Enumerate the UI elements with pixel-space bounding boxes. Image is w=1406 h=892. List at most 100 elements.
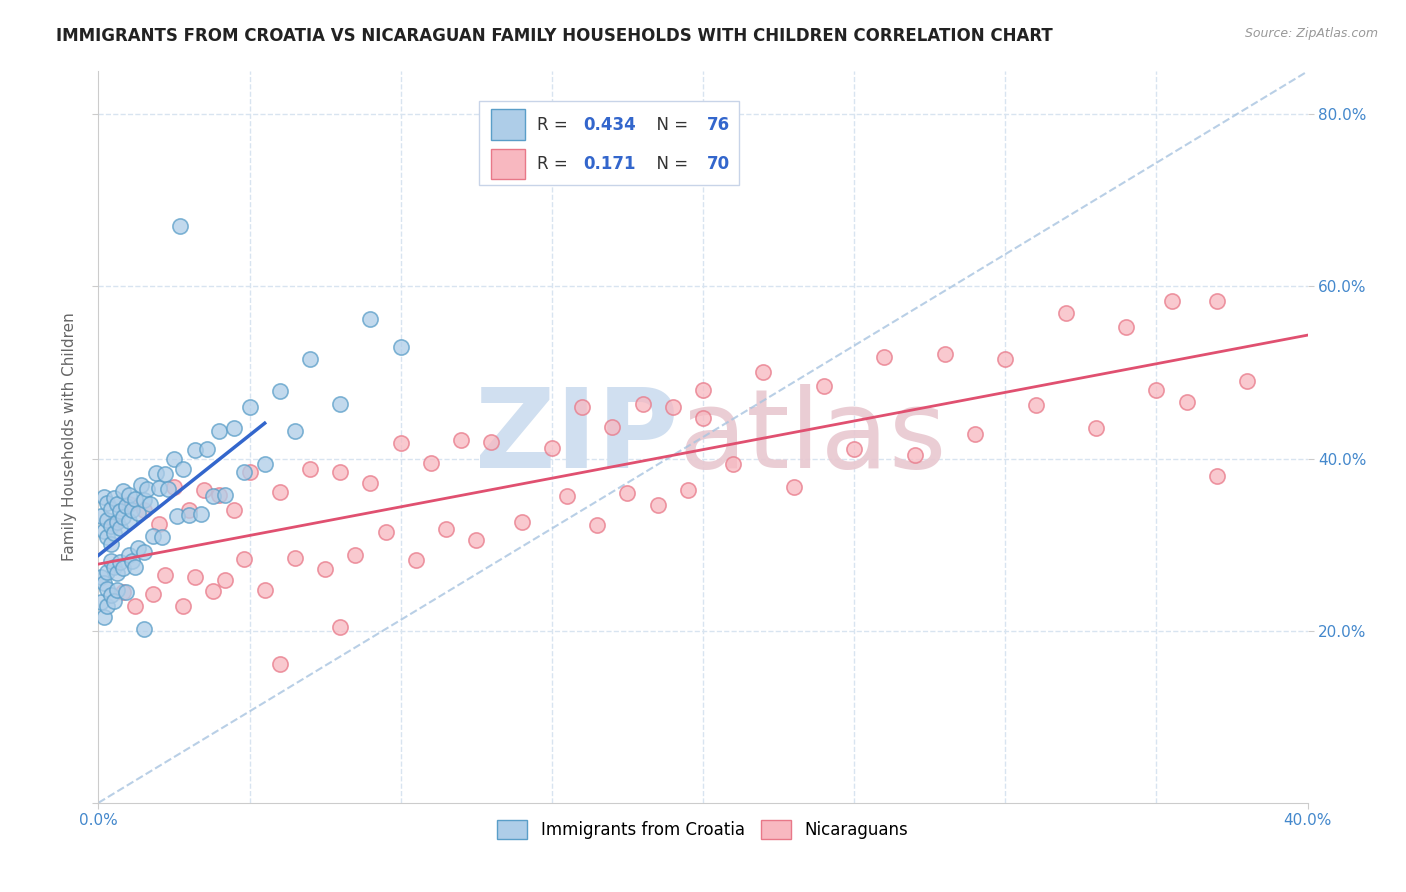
Point bbox=[100, 588, 122, 602]
Point bbox=[844, 442, 866, 456]
Point bbox=[208, 488, 231, 502]
Point bbox=[389, 435, 412, 450]
Point bbox=[904, 448, 927, 462]
Point bbox=[692, 411, 714, 425]
Text: 70: 70 bbox=[707, 155, 730, 173]
Point bbox=[166, 509, 188, 524]
Point bbox=[1175, 394, 1198, 409]
Text: N =: N = bbox=[647, 116, 693, 134]
Point bbox=[118, 514, 141, 528]
Point bbox=[103, 491, 125, 505]
Legend: Immigrants from Croatia, Nicaraguans: Immigrants from Croatia, Nicaraguans bbox=[491, 814, 915, 846]
Text: IMMIGRANTS FROM CROATIA VS NICARAGUAN FAMILY HOUSEHOLDS WITH CHILDREN CORRELATIO: IMMIGRANTS FROM CROATIA VS NICARAGUAN FA… bbox=[56, 27, 1053, 45]
Point bbox=[96, 530, 118, 544]
Point bbox=[93, 610, 115, 624]
Point bbox=[1085, 421, 1108, 435]
Point bbox=[114, 499, 136, 513]
Point bbox=[150, 530, 173, 544]
Point bbox=[100, 519, 122, 533]
Point bbox=[586, 518, 609, 533]
Point bbox=[105, 583, 128, 598]
Point bbox=[647, 498, 669, 512]
Point bbox=[179, 502, 201, 516]
Point bbox=[132, 503, 155, 517]
Point bbox=[269, 485, 291, 500]
Point bbox=[232, 552, 254, 566]
Point bbox=[1206, 468, 1229, 483]
Point bbox=[103, 517, 125, 532]
Point bbox=[253, 582, 276, 597]
Point bbox=[360, 312, 382, 326]
Point bbox=[132, 544, 155, 558]
Point bbox=[90, 595, 112, 609]
Point bbox=[224, 420, 246, 434]
Point bbox=[329, 619, 352, 633]
Text: R =: R = bbox=[537, 116, 574, 134]
Point bbox=[90, 569, 112, 583]
Point bbox=[1115, 320, 1137, 334]
Point bbox=[108, 521, 131, 535]
Point bbox=[1054, 306, 1077, 320]
Point bbox=[163, 451, 186, 466]
Point bbox=[224, 502, 246, 516]
Point bbox=[783, 480, 806, 494]
Point bbox=[121, 554, 143, 568]
Point bbox=[172, 461, 194, 475]
Point bbox=[481, 435, 503, 450]
Point bbox=[284, 424, 307, 438]
Point bbox=[100, 502, 122, 516]
Point bbox=[129, 478, 152, 492]
Point bbox=[145, 466, 167, 480]
Point bbox=[465, 533, 488, 547]
Point bbox=[1236, 374, 1258, 388]
Point bbox=[111, 483, 134, 498]
Point bbox=[195, 442, 218, 457]
Text: Source: ZipAtlas.com: Source: ZipAtlas.com bbox=[1244, 27, 1378, 40]
Text: R =: R = bbox=[537, 155, 579, 173]
Point bbox=[124, 560, 146, 574]
Text: N =: N = bbox=[647, 155, 693, 173]
Text: 76: 76 bbox=[707, 116, 730, 134]
Point bbox=[360, 476, 382, 491]
Point bbox=[96, 565, 118, 579]
Point bbox=[329, 396, 352, 410]
Point bbox=[813, 379, 835, 393]
Point bbox=[105, 515, 128, 529]
Point bbox=[208, 424, 231, 438]
Point bbox=[103, 525, 125, 540]
Point bbox=[374, 524, 396, 539]
Point bbox=[253, 457, 276, 471]
Point bbox=[172, 599, 194, 613]
Point bbox=[661, 400, 683, 414]
Point bbox=[190, 508, 212, 522]
Point bbox=[184, 443, 207, 458]
Point bbox=[93, 490, 115, 504]
Point bbox=[269, 384, 291, 399]
Point bbox=[752, 365, 775, 379]
Point bbox=[121, 502, 143, 516]
Point bbox=[108, 555, 131, 569]
Point bbox=[631, 397, 654, 411]
Point bbox=[434, 522, 457, 536]
Point bbox=[214, 573, 236, 587]
Point bbox=[135, 482, 157, 496]
Point bbox=[139, 497, 162, 511]
Point bbox=[193, 483, 215, 497]
Point bbox=[420, 456, 443, 470]
Text: 0.434: 0.434 bbox=[583, 116, 636, 134]
Point bbox=[111, 561, 134, 575]
Y-axis label: Family Households with Children: Family Households with Children bbox=[62, 313, 77, 561]
Point bbox=[96, 582, 118, 596]
Point bbox=[1160, 294, 1182, 309]
Point bbox=[510, 516, 533, 530]
Point bbox=[96, 599, 118, 614]
Point bbox=[100, 554, 122, 568]
Point bbox=[96, 496, 118, 510]
Point bbox=[239, 400, 262, 414]
Point bbox=[108, 503, 131, 517]
Point bbox=[602, 420, 624, 434]
Point bbox=[111, 509, 134, 524]
Point bbox=[314, 562, 336, 576]
Point bbox=[389, 340, 412, 354]
Point bbox=[616, 486, 638, 500]
